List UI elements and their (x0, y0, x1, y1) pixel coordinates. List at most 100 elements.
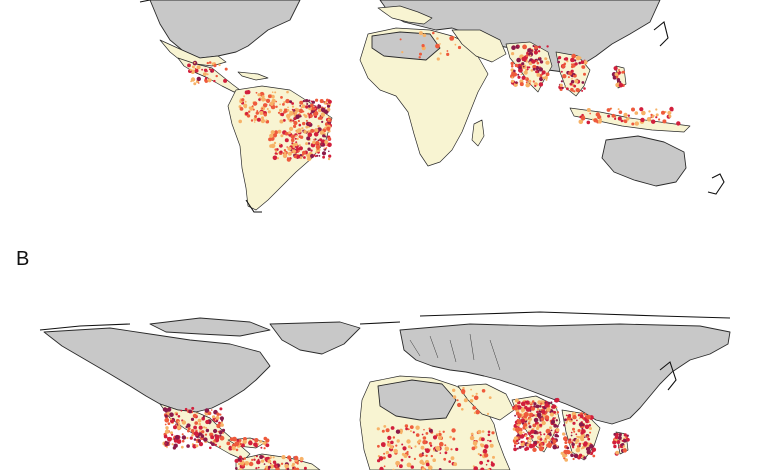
hotspot-mark (583, 60, 588, 65)
hotspot-mark (272, 155, 278, 161)
hotspot-mark (241, 98, 245, 102)
hotspot-mark (269, 456, 272, 459)
hotspot-mark (167, 436, 172, 442)
hotspot-mark (418, 56, 421, 59)
hotspot-mark (668, 114, 672, 118)
map-panel-b (0, 300, 780, 470)
hotspot-mark (564, 86, 566, 88)
hotspot-mark (219, 434, 222, 437)
hotspot-mark (462, 386, 465, 390)
hotspot-mark (532, 414, 535, 417)
hotspot-mark (295, 114, 300, 119)
hotspot-mark (320, 143, 323, 146)
hotspot-mark (529, 54, 532, 57)
hotspot-mark (198, 442, 204, 447)
hotspot-mark (598, 119, 602, 124)
hotspot-mark (420, 445, 425, 450)
hotspot-mark (259, 455, 264, 459)
hotspot-mark (319, 99, 324, 103)
hotspot-mark (589, 431, 592, 434)
hotspot-mark (489, 439, 492, 443)
hotspot-mark (430, 454, 433, 458)
hotspot-mark (317, 139, 320, 142)
hotspot-mark (432, 435, 438, 440)
hotspot-mark (575, 438, 580, 443)
hotspot-mark (570, 80, 575, 84)
hotspot-mark (578, 422, 584, 427)
hotspot-mark (538, 56, 541, 59)
hotspot-mark (410, 465, 414, 469)
hotspot-mark (532, 64, 537, 69)
hotspot-mark (533, 402, 537, 406)
hotspot-mark (570, 434, 573, 437)
hotspot-mark (416, 440, 420, 444)
hotspot-mark (387, 435, 392, 440)
hotspot-mark (615, 82, 620, 88)
hotspot-mark (584, 436, 586, 439)
hotspot-mark (243, 103, 248, 108)
hotspot-mark (220, 421, 223, 424)
hotspot-mark (570, 87, 574, 92)
hotspot-mark (519, 82, 524, 87)
hotspot-mark (486, 459, 490, 463)
hotspot-mark (274, 130, 279, 135)
hotspot-mark (390, 426, 395, 430)
hotspot-mark (487, 439, 489, 442)
hotspot-mark (324, 140, 329, 145)
hotspot-mark (294, 137, 297, 140)
hotspot-mark (287, 455, 292, 460)
hotspot-mark (438, 432, 442, 437)
hotspot-mark (252, 101, 258, 106)
hotspot-mark (587, 421, 590, 423)
hotspot-mark (439, 43, 441, 45)
hotspot-mark (272, 460, 277, 464)
hotspot-mark (252, 438, 255, 441)
hotspot-mark (293, 156, 296, 159)
hotspot-mark (449, 435, 452, 439)
hotspot-mark (272, 456, 275, 459)
hotspot-mark (263, 463, 266, 465)
hotspot-mark (274, 152, 278, 155)
hotspot-mark (516, 447, 519, 450)
hotspot-mark (205, 426, 208, 429)
hotspot-mark (623, 433, 627, 437)
hotspot-mark (289, 458, 292, 462)
hotspot-mark (318, 155, 321, 157)
hotspot-mark (463, 398, 468, 403)
hotspot-mark (198, 425, 203, 430)
hotspot-mark (271, 94, 275, 99)
hotspot-mark (554, 413, 557, 415)
hotspot-mark (261, 95, 265, 99)
hotspot-mark (302, 110, 305, 113)
hotspot-mark (256, 460, 261, 465)
hotspot-mark (539, 60, 544, 64)
hotspot-mark (220, 423, 224, 427)
hotspot-mark (305, 142, 309, 146)
hotspot-mark (516, 57, 521, 63)
hotspot-mark (301, 127, 304, 130)
hotspot-mark (521, 56, 527, 62)
hotspot-mark (489, 443, 494, 448)
hotspot-mark (309, 114, 313, 118)
hotspot-mark (413, 457, 416, 460)
hotspot-mark (530, 429, 535, 434)
hotspot-mark (560, 451, 564, 455)
north-america (43, 327, 271, 413)
hotspot-mark (622, 445, 625, 448)
new-zealand (707, 173, 725, 195)
hotspot-mark (578, 453, 583, 457)
hotspot-mark (533, 440, 538, 445)
hotspot-mark (524, 405, 528, 410)
hotspot-mark (311, 100, 315, 104)
hotspot-mark (217, 430, 220, 433)
hotspot-mark (396, 461, 400, 465)
hotspot-mark (239, 107, 244, 111)
hotspot-mark (213, 439, 216, 442)
hotspot-mark (395, 429, 401, 434)
hotspot-mark (571, 445, 575, 448)
hotspot-mark (275, 105, 278, 109)
hotspot-mark (282, 119, 286, 122)
arctic-coast (139, 0, 151, 3)
hotspot-mark (449, 36, 455, 41)
hotspot-mark (578, 56, 582, 60)
